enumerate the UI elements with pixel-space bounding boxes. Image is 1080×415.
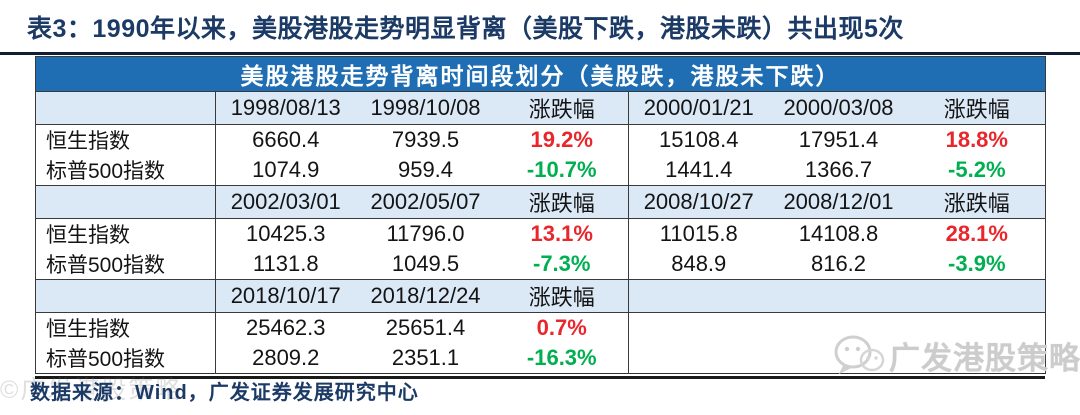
empty-cell: [768, 312, 909, 343]
change-cell: -16.3%: [495, 343, 629, 374]
index-value-cell: 959.4: [355, 155, 496, 186]
index-value-cell: 6660.4: [215, 124, 356, 155]
date-cell: 2008/10/27: [628, 185, 769, 219]
date-cell: 1998/10/08: [355, 91, 496, 125]
change-cell: -5.2%: [908, 155, 1046, 186]
table-title: 表3：1990年以来，美股港股走势明显背离（美股下跌，港股未跌）共出现5次: [27, 15, 904, 43]
row-label: 恒生指数: [35, 218, 216, 249]
change-cell: 0.7%: [495, 312, 629, 343]
sp500-row-2: 标普500指数 1131.8 1049.5 -7.3% 848.9 816.2 …: [35, 249, 1046, 280]
index-value-cell: 2351.1: [355, 343, 496, 374]
index-value-cell: 1441.4: [628, 155, 769, 186]
index-value-cell: 11796.0: [355, 218, 496, 249]
index-value-cell: 1131.8: [215, 249, 356, 280]
data-source: 数据来源：Wind，广发证券发展研究中心: [30, 382, 419, 404]
index-value-cell: 1074.9: [215, 155, 356, 186]
index-value-cell: 11015.8: [628, 218, 769, 249]
empty-cell: [35, 185, 216, 219]
change-cell: 13.1%: [495, 218, 629, 249]
index-value-cell: 7939.5: [355, 124, 496, 155]
change-header-cell: 涨跌幅: [495, 91, 629, 125]
wechat-logo-icon: [833, 334, 885, 378]
index-value-cell: 25462.3: [215, 312, 356, 343]
sp500-row-3: 标普500指数 2809.2 2351.1 -16.3%: [35, 343, 1046, 374]
row-label: 恒生指数: [35, 124, 216, 155]
date-cell: 2018/12/24: [355, 279, 496, 313]
sp500-row-1: 标普500指数 1074.9 959.4 -10.7% 1441.4 1366.…: [35, 155, 1046, 186]
index-value-cell: 848.9: [628, 249, 769, 280]
period-row-2: 2002/03/01 2002/05/07 涨跌幅 2008/10/27 200…: [35, 185, 1046, 219]
empty-cell: [908, 312, 1046, 343]
row-label: 标普500指数: [35, 343, 216, 374]
date-cell: 1998/08/13: [215, 91, 356, 125]
table: 美股港股走势背离时间段划分（美股跌，港股未下跌） 1998/08/13 1998…: [35, 56, 1047, 374]
title-divider: [0, 52, 1080, 55]
date-cell: 2008/12/01: [768, 185, 909, 219]
watermark-brand: 广发港股策略: [833, 333, 1080, 378]
change-cell: -3.9%: [908, 249, 1046, 280]
period-row-1: 1998/08/13 1998/10/08 涨跌幅 2000/01/21 200…: [35, 91, 1046, 125]
index-value-cell: 1049.5: [355, 249, 496, 280]
empty-cell: [768, 279, 909, 313]
divergence-table: 美股港股走势背离时间段划分（美股跌，港股未下跌） 1998/08/13 1998…: [35, 56, 1047, 379]
hangseng-row-1: 恒生指数 6660.4 7939.5 19.2% 15108.4 17951.4…: [35, 124, 1046, 155]
change-header-cell: 涨跌幅: [908, 185, 1046, 219]
index-value-cell: 17951.4: [768, 124, 909, 155]
empty-cell: [908, 343, 1046, 374]
change-header-cell: 涨跌幅: [908, 91, 1046, 125]
change-cell: 18.8%: [908, 124, 1046, 155]
table-header: 美股港股走势背离时间段划分（美股跌，港股未下跌）: [35, 56, 1046, 92]
row-label: 恒生指数: [35, 312, 216, 343]
index-value-cell: 14108.8: [768, 218, 909, 249]
table-header-row: 美股港股走势背离时间段划分（美股跌，港股未下跌）: [35, 56, 1046, 92]
date-cell: 2000/03/08: [768, 91, 909, 125]
index-value-cell: 816.2: [768, 249, 909, 280]
change-header-cell: 涨跌幅: [495, 185, 629, 219]
empty-cell: [628, 312, 769, 343]
empty-cell: [35, 279, 216, 313]
date-cell: 2002/05/07: [355, 185, 496, 219]
change-cell: -10.7%: [495, 155, 629, 186]
index-value-cell: 25651.4: [355, 312, 496, 343]
change-cell: 19.2%: [495, 124, 629, 155]
index-value-cell: 15108.4: [628, 124, 769, 155]
date-cell: 2002/03/01: [215, 185, 356, 219]
table-bottom-divider: [35, 376, 1045, 379]
index-value-cell: 2809.2: [215, 343, 356, 374]
period-row-3: 2018/10/17 2018/12/24 涨跌幅: [35, 279, 1046, 313]
date-cell: 2000/01/21: [628, 91, 769, 125]
change-cell: 28.1%: [908, 218, 1046, 249]
empty-cell: [908, 279, 1046, 313]
change-cell: -7.3%: [495, 249, 629, 280]
empty-cell: [628, 343, 769, 374]
date-cell: 2018/10/17: [215, 279, 356, 313]
empty-cell: [628, 279, 769, 313]
row-label: 标普500指数: [35, 249, 216, 280]
change-header-cell: 涨跌幅: [495, 279, 629, 313]
row-label: 标普500指数: [35, 155, 216, 186]
watermark-text: 广发港股策略: [889, 341, 1080, 376]
watermark-left: ©广发港股策略: [0, 376, 183, 404]
empty-cell: [35, 91, 216, 125]
hangseng-row-2: 恒生指数 10425.3 11796.0 13.1% 11015.8 14108…: [35, 218, 1046, 249]
index-value-cell: 10425.3: [215, 218, 356, 249]
index-value-cell: 1366.7: [768, 155, 909, 186]
hangseng-row-3: 恒生指数 25462.3 25651.4 0.7%: [35, 312, 1046, 343]
